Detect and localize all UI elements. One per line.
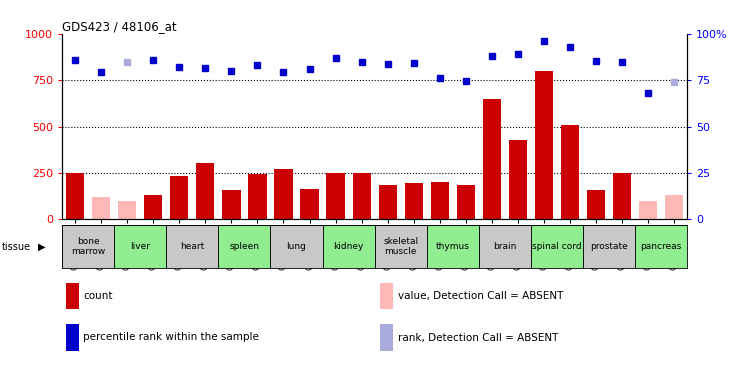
Bar [170, 176, 189, 219]
Bar [222, 190, 240, 219]
Bar [583, 225, 635, 268]
Text: count: count [83, 291, 113, 301]
Bar [92, 197, 110, 219]
Bar [482, 99, 501, 219]
Bar [144, 195, 162, 219]
Bar [114, 225, 167, 268]
Text: heart: heart [181, 242, 205, 251]
Text: skeletal
muscle: skeletal muscle [383, 237, 418, 256]
Text: rank, Detection Call = ABSENT: rank, Detection Call = ABSENT [398, 333, 558, 342]
Bar [62, 225, 114, 268]
Bar [352, 173, 371, 219]
Text: GDS423 / 48106_at: GDS423 / 48106_at [62, 20, 177, 33]
Bar [457, 185, 475, 219]
Bar [404, 183, 423, 219]
Bar [300, 189, 319, 219]
Text: liver: liver [130, 242, 151, 251]
Bar [635, 225, 687, 268]
Bar [479, 225, 531, 268]
Bar [587, 190, 605, 219]
Bar [561, 125, 579, 219]
Bar [167, 225, 219, 268]
Bar [379, 185, 397, 219]
Text: ▶: ▶ [38, 242, 45, 252]
Bar [196, 163, 214, 219]
Bar [427, 225, 479, 268]
Text: lung: lung [287, 242, 306, 251]
Text: percentile rank within the sample: percentile rank within the sample [83, 333, 260, 342]
Bar [219, 225, 270, 268]
Text: spleen: spleen [230, 242, 260, 251]
Bar [118, 201, 137, 219]
Bar [374, 225, 427, 268]
Bar [274, 169, 292, 219]
Bar [509, 140, 527, 219]
Bar [322, 225, 374, 268]
Text: pancreas: pancreas [640, 242, 682, 251]
Bar [431, 182, 449, 219]
Text: thymus: thymus [436, 242, 470, 251]
Text: tissue: tissue [1, 242, 31, 252]
Text: bone
marrow: bone marrow [71, 237, 105, 256]
Text: brain: brain [493, 242, 517, 251]
Text: prostate: prostate [590, 242, 628, 251]
Bar [613, 173, 631, 219]
Bar [249, 174, 267, 219]
Bar [327, 173, 345, 219]
Bar [639, 201, 657, 219]
Text: spinal cord: spinal cord [532, 242, 582, 251]
Bar [665, 195, 683, 219]
Bar [270, 225, 322, 268]
Bar [66, 173, 84, 219]
Bar [535, 71, 553, 219]
Bar [531, 225, 583, 268]
Text: kidney: kidney [333, 242, 364, 251]
Text: value, Detection Call = ABSENT: value, Detection Call = ABSENT [398, 291, 563, 301]
